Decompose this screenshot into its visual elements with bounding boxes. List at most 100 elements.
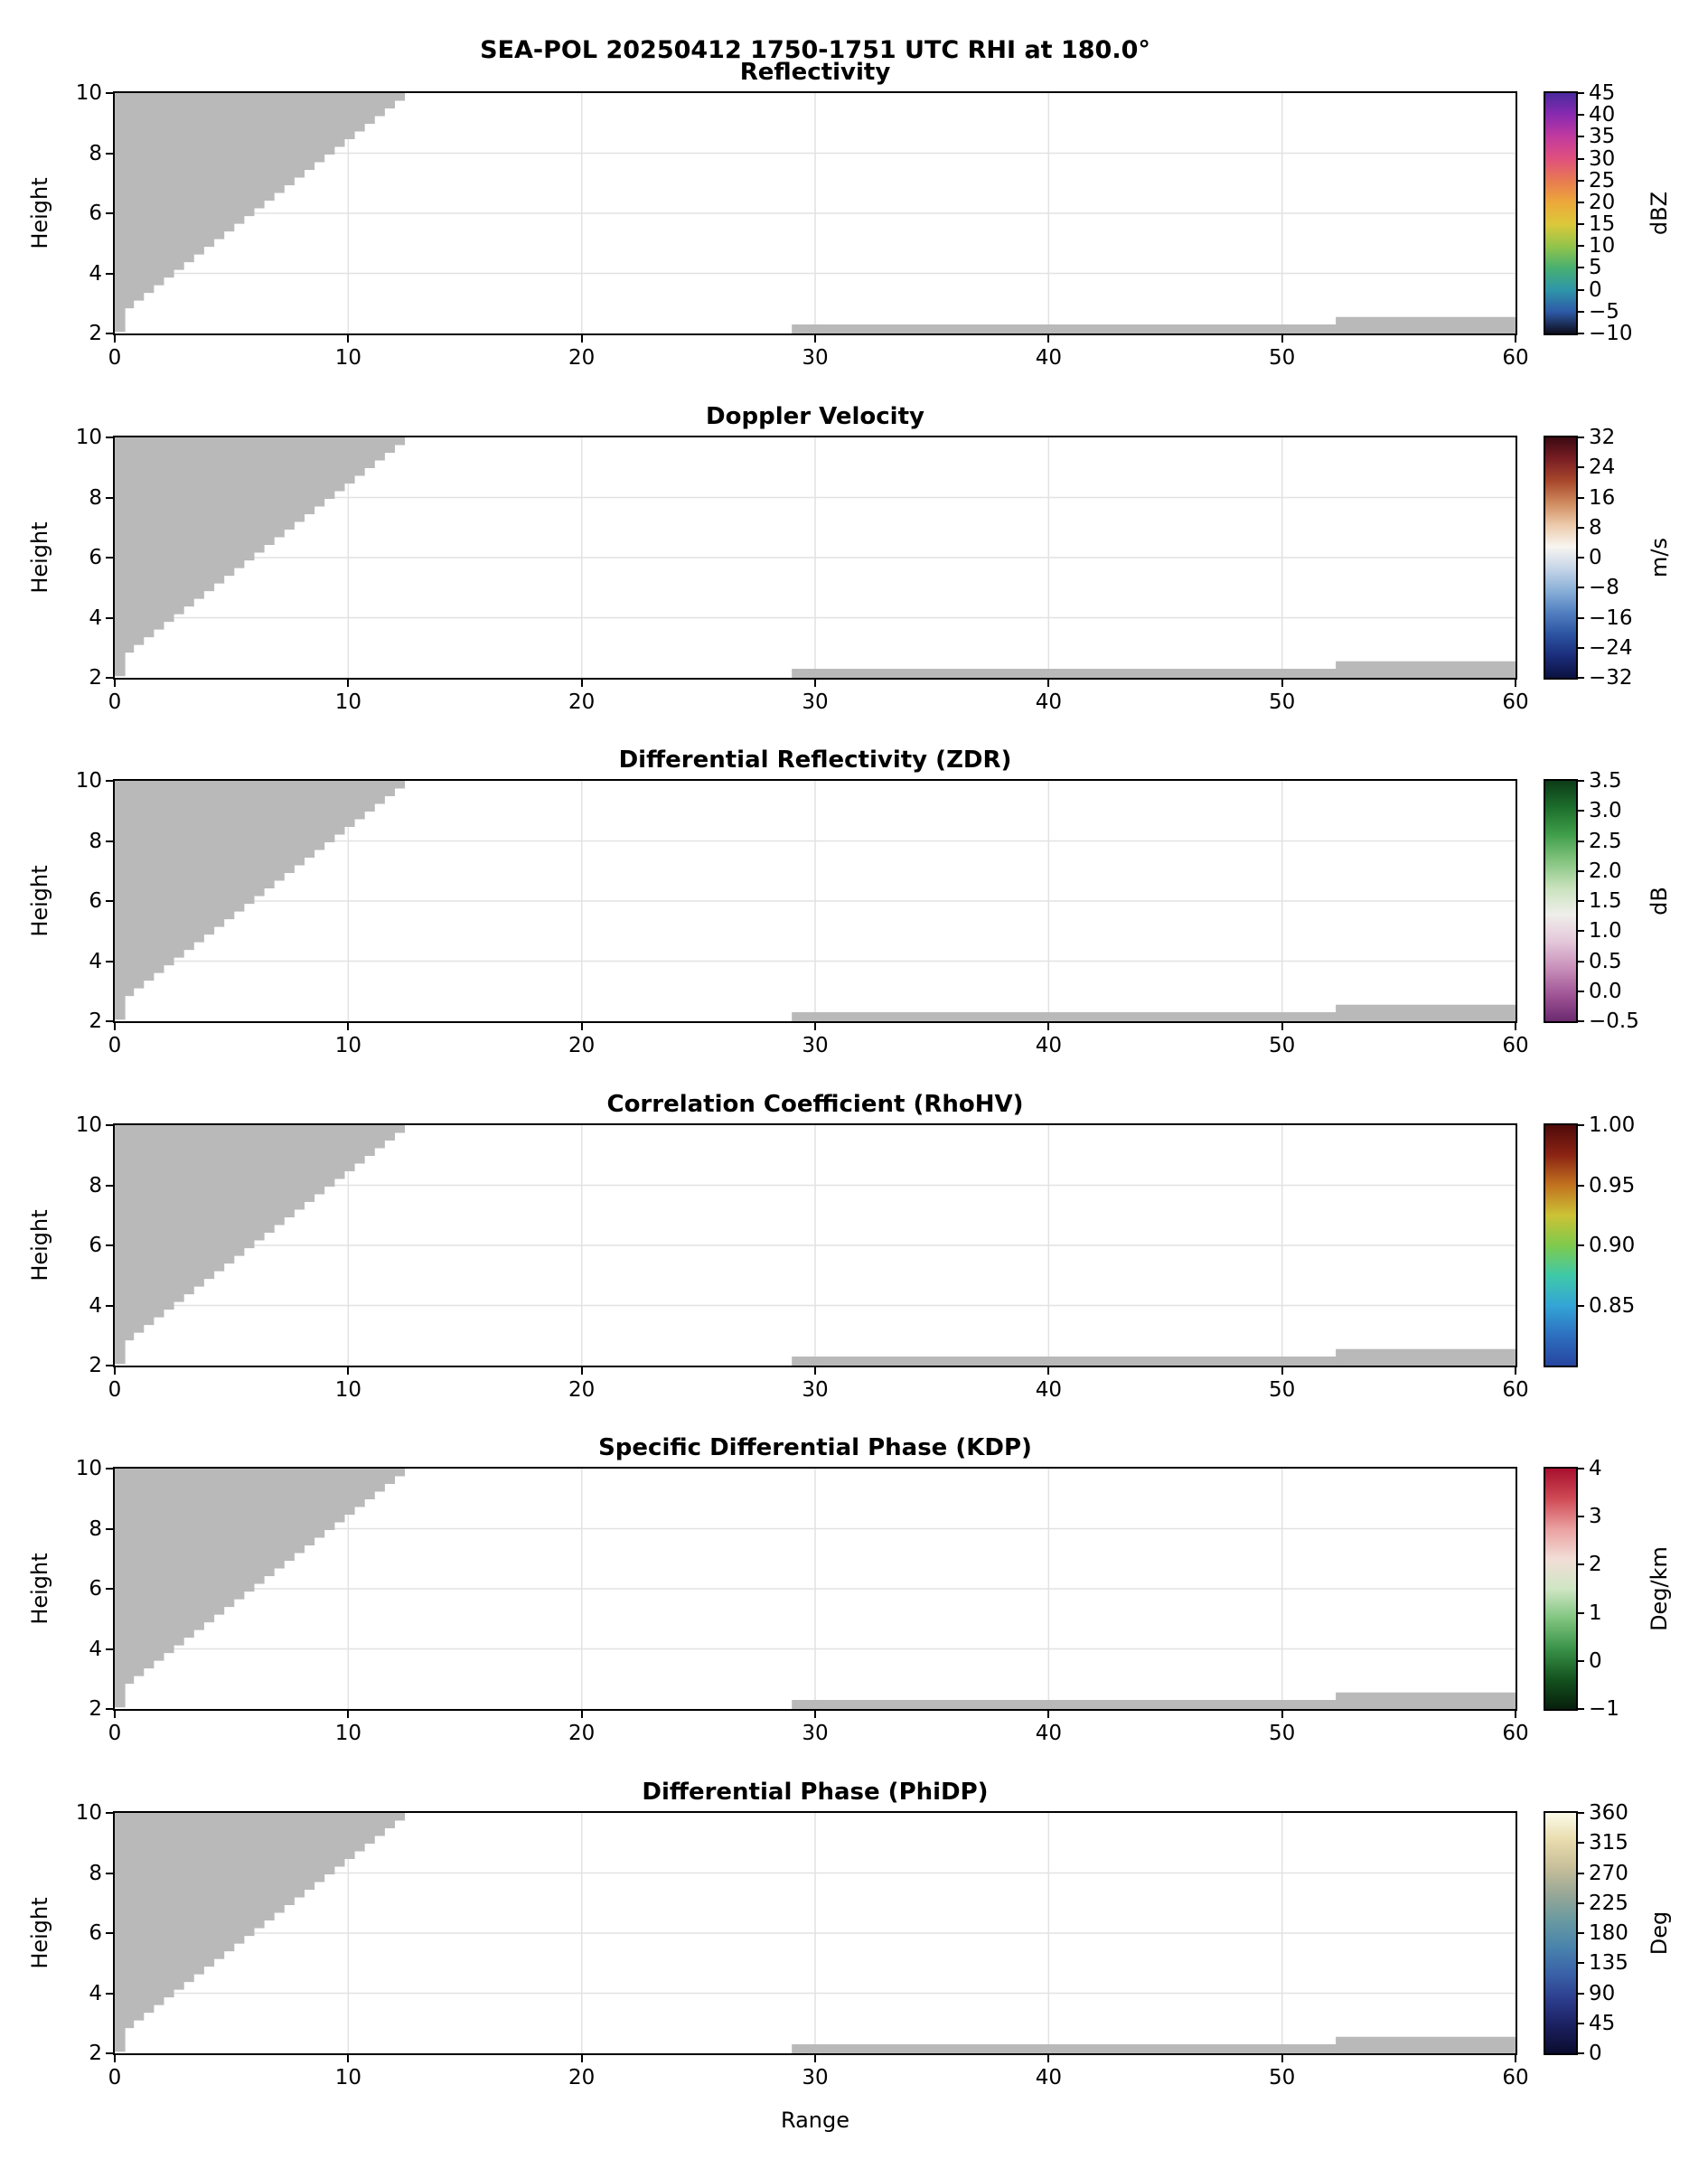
colorbar-tick-label: 0.0 xyxy=(1589,979,1622,1003)
x-tickmark xyxy=(580,1367,583,1375)
colorbar-tickmark xyxy=(1578,646,1584,649)
plot-canvas-reflectivity xyxy=(115,93,1516,333)
y-tickmark xyxy=(106,1304,113,1307)
colorbar-unit-reflectivity: dBZ xyxy=(1647,191,1672,236)
x-tick-label: 40 xyxy=(1035,1378,1062,1402)
colorbar-tickmark xyxy=(1578,201,1584,203)
colorbar-correlation-coefficient-rhohv xyxy=(1544,1123,1578,1367)
x-tick-label: 30 xyxy=(802,2066,829,2089)
x-tick-label: 20 xyxy=(568,2066,596,2089)
y-tickmark xyxy=(106,496,113,499)
y-tickmark xyxy=(106,1588,113,1590)
y-tickmark xyxy=(106,1527,113,1530)
colorbar-tick-label: 45 xyxy=(1589,81,1616,105)
colorbar-tickmark xyxy=(1578,114,1584,117)
plot-canvas-differential-reflectivity-zdr xyxy=(115,781,1516,1021)
colorbar-tick-label: 45 xyxy=(1589,2011,1616,2035)
colorbar-tickmark xyxy=(1578,1962,1584,1965)
x-tickmark xyxy=(1281,680,1283,687)
x-tickmark xyxy=(1515,2055,1516,2062)
y-tick-label: 2 xyxy=(89,322,102,345)
x-tick-label: 20 xyxy=(568,1034,596,1057)
x-tickmark xyxy=(347,1711,350,1718)
y-tick-label: 2 xyxy=(89,1009,102,1033)
nodata-strip-0 xyxy=(792,1012,1516,1021)
colorbar-tick-label: 10 xyxy=(1589,234,1616,258)
colorbar-unit-specific-differential-phase-kdp: Deg/km xyxy=(1647,1546,1672,1631)
y-tick-label: 6 xyxy=(89,546,102,569)
colorbar-tickmark xyxy=(1578,1901,1584,1904)
x-tick-label: 10 xyxy=(334,2066,361,2089)
panel-title-differential-phase-phidp: Differential Phase (PhiDP) xyxy=(642,1779,989,1806)
colorbar-tickmark xyxy=(1578,92,1584,94)
colorbar-tickmark xyxy=(1578,840,1584,842)
x-tickmark xyxy=(1515,1023,1516,1030)
colorbar-tick-label: 16 xyxy=(1589,485,1616,510)
x-tick-label: 40 xyxy=(1035,1722,1062,1745)
colorbar-tick-label: 30 xyxy=(1589,146,1616,171)
colorbar-tickmark xyxy=(1578,1872,1584,1874)
colorbar-tick-label: −16 xyxy=(1589,606,1633,630)
colorbar-tick-label: −8 xyxy=(1589,576,1619,600)
y-tick-label: 2 xyxy=(89,1697,102,1721)
x-tickmark xyxy=(1047,1367,1050,1375)
colorbar-tickmark xyxy=(1578,1516,1584,1518)
x-tick-label: 0 xyxy=(108,2066,122,2089)
plot-canvas-doppler-velocity xyxy=(115,437,1516,678)
colorbar-tickmark xyxy=(1578,616,1584,619)
colorbar-tickmark xyxy=(1578,869,1584,872)
nodata-strip-1 xyxy=(1336,1004,1516,1021)
colorbar-tickmark xyxy=(1578,136,1584,138)
colorbar-tickmark xyxy=(1578,677,1584,679)
colorbar-tick-label: 3.0 xyxy=(1589,799,1622,823)
colorbar-tick-label: −10 xyxy=(1589,322,1633,345)
colorbar-tick-label: 90 xyxy=(1589,1981,1616,2005)
colorbar-tick-label: 0 xyxy=(1589,277,1602,302)
rhi-plot-specific-differential-phase-kdp xyxy=(113,1467,1517,1711)
x-tick-label: 0 xyxy=(108,1034,122,1057)
colorbar-tickmark xyxy=(1578,2022,1584,2024)
y-tickmark xyxy=(106,2052,113,2054)
colorbar-tick-label: 25 xyxy=(1589,168,1616,192)
x-tick-label: 30 xyxy=(802,1034,829,1057)
y-tick-label: 10 xyxy=(75,81,102,105)
nodata-strip-0 xyxy=(792,1700,1516,1709)
rhi-plot-reflectivity xyxy=(113,91,1517,335)
colorbar-tick-label: 8 xyxy=(1589,515,1602,540)
colorbar-tick-label: 15 xyxy=(1589,212,1616,237)
rhi-plot-correlation-coefficient-rhohv xyxy=(113,1123,1517,1367)
y-tickmark xyxy=(106,1244,113,1246)
y-tick-label: 10 xyxy=(75,1457,102,1480)
colorbar-tickmark xyxy=(1578,557,1584,559)
x-tick-label: 0 xyxy=(108,690,122,714)
x-tick-label: 60 xyxy=(1502,1378,1529,1402)
y-tickmark xyxy=(106,616,113,619)
colorbar-tickmark xyxy=(1578,1812,1584,1814)
colorbar-tickmark xyxy=(1578,223,1584,226)
x-tickmark xyxy=(580,680,583,687)
x-tickmark xyxy=(1281,2055,1283,2062)
colorbar-tick-label: 0.95 xyxy=(1589,1173,1636,1197)
x-tick-label: 20 xyxy=(568,1378,596,1402)
panel-title-doppler-velocity: Doppler Velocity xyxy=(706,403,924,430)
y-tick-label: 10 xyxy=(75,769,102,793)
colorbar-tickmark xyxy=(1578,496,1584,499)
x-tick-label: 0 xyxy=(108,346,122,370)
x-tick-label: 0 xyxy=(108,1722,122,1745)
x-tickmark xyxy=(1515,680,1516,687)
nodata-strip-0 xyxy=(792,1357,1516,1366)
y-tickmark xyxy=(106,1992,113,1995)
plot-canvas-differential-phase-phidp xyxy=(115,1813,1516,2053)
x-tickmark xyxy=(1047,335,1050,343)
plot-canvas-correlation-coefficient-rhohv xyxy=(115,1125,1516,1366)
colorbar-tickmark xyxy=(1578,179,1584,182)
x-tick-label: 60 xyxy=(1502,1722,1529,1745)
colorbar-tick-label: 270 xyxy=(1589,1861,1628,1885)
colorbar-tickmark xyxy=(1578,526,1584,529)
y-tickmark xyxy=(106,333,113,334)
x-tick-label: 30 xyxy=(802,1722,829,1745)
colorbar-tick-label: 315 xyxy=(1589,1831,1628,1855)
x-tickmark xyxy=(347,1367,350,1375)
x-tick-label: 60 xyxy=(1502,346,1529,370)
